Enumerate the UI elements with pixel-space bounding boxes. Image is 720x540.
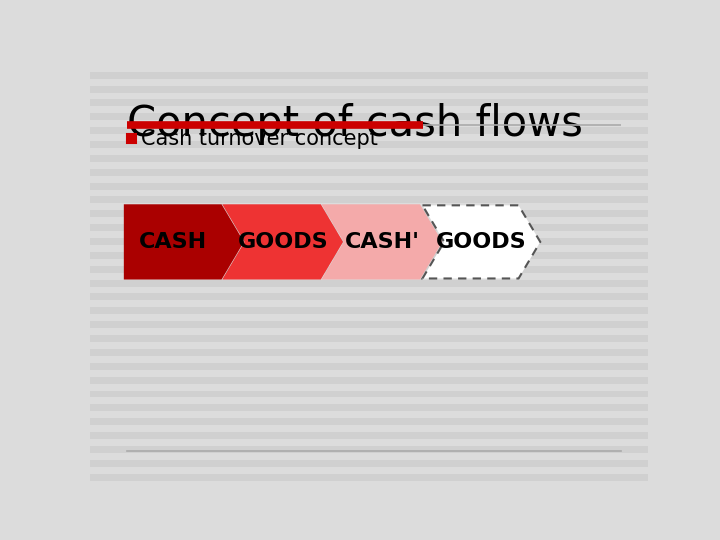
Bar: [90, 197, 648, 204]
Bar: [127, 134, 136, 143]
Bar: [90, 238, 648, 245]
Bar: [90, 363, 648, 370]
Bar: [90, 460, 648, 467]
Bar: [90, 168, 648, 176]
Bar: [90, 377, 648, 383]
Bar: [90, 474, 648, 481]
Polygon shape: [224, 205, 342, 279]
Bar: [90, 390, 648, 397]
Bar: [90, 418, 648, 425]
Bar: [90, 224, 648, 231]
Bar: [90, 349, 648, 356]
Text: Cash turnover concept: Cash turnover concept: [141, 129, 378, 148]
Bar: [90, 432, 648, 439]
Text: CASH: CASH: [139, 232, 207, 252]
Text: Concept of cash flows: Concept of cash flows: [127, 103, 583, 145]
Bar: [90, 335, 648, 342]
Bar: [90, 266, 648, 273]
Bar: [90, 404, 648, 411]
Bar: [90, 85, 648, 92]
Text: GOODS: GOODS: [238, 232, 328, 252]
Polygon shape: [423, 205, 540, 279]
Polygon shape: [125, 205, 243, 279]
Bar: [90, 141, 648, 148]
Bar: [90, 321, 648, 328]
Bar: [90, 183, 648, 190]
Bar: [90, 210, 648, 217]
Bar: [90, 307, 648, 314]
Text: CASH': CASH': [345, 232, 420, 252]
Bar: [90, 99, 648, 106]
Text: GOODS: GOODS: [436, 232, 527, 252]
Bar: [90, 113, 648, 120]
Bar: [90, 72, 648, 79]
Bar: [90, 446, 648, 453]
Bar: [90, 127, 648, 134]
Bar: [90, 252, 648, 259]
Polygon shape: [323, 205, 441, 279]
Bar: [90, 294, 648, 300]
Bar: [90, 155, 648, 162]
Bar: [90, 280, 648, 287]
